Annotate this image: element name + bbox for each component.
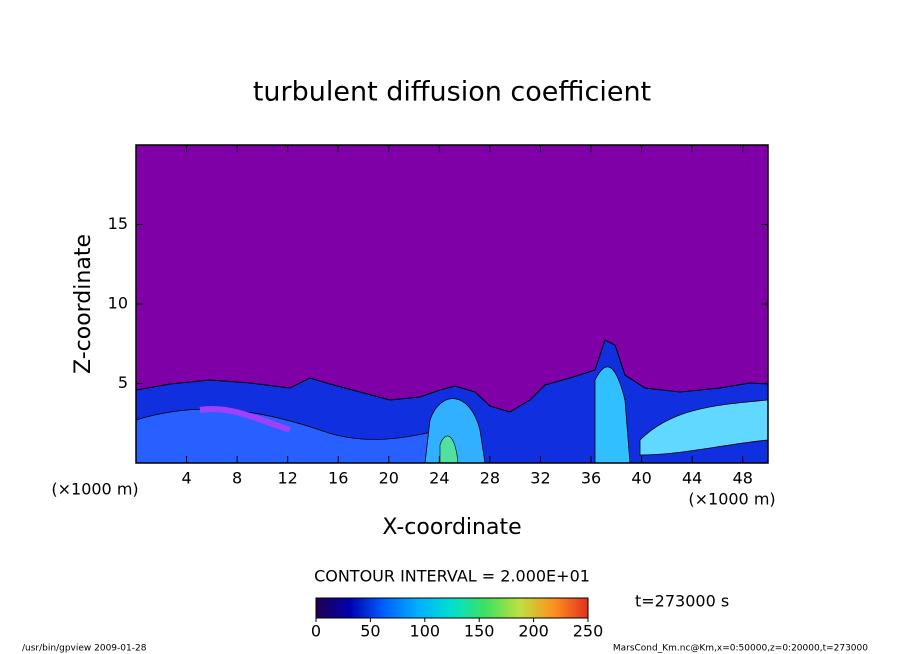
x-tick-label: 12 — [278, 469, 298, 488]
footer-left: /usr/bin/gpview 2009-01-28 — [22, 644, 147, 654]
y-tick-label: 5 — [118, 373, 128, 392]
x-tick-label: 4 — [181, 469, 191, 488]
colorbar — [315, 597, 589, 619]
colorbar-tick-label: 250 — [573, 622, 604, 641]
y-tick-label: 10 — [108, 294, 128, 313]
x-tick-label: 32 — [530, 469, 550, 488]
x-tick-label: 20 — [379, 469, 399, 488]
x-tick-label: 24 — [429, 469, 449, 488]
colorbar-tick-label: 0 — [311, 622, 321, 641]
y-axis-label: Z-coordinate — [71, 234, 96, 374]
footer-right: MarsCond_Km.nc@Km,x=0:50000,z=0:20000,t=… — [613, 644, 868, 654]
x-tick-label: 40 — [631, 469, 651, 488]
x-axis-label: X-coordinate — [382, 515, 521, 540]
colorbar-tick-label: 150 — [464, 622, 495, 641]
turbulent-layer — [136, 339, 768, 463]
contour-interval: CONTOUR INTERVAL = 2.000E+01 — [314, 567, 590, 586]
x-tick-label: 8 — [232, 469, 242, 488]
x-tick-label: 48 — [733, 469, 753, 488]
x-tick-label: 28 — [480, 469, 500, 488]
time-label: t=273000 s — [635, 592, 729, 611]
colorbar-tick-label: 50 — [360, 622, 380, 641]
x-tick-label: 44 — [682, 469, 702, 488]
colorbar-tick-label: 100 — [410, 622, 441, 641]
y-tick-label: 15 — [108, 214, 128, 233]
x-unit-right: (×1000 m) — [688, 490, 775, 509]
colorbar-tick-label: 200 — [518, 622, 549, 641]
x-tick-label: 36 — [581, 469, 601, 488]
chart-title: turbulent diffusion coefficient — [253, 77, 651, 108]
x-unit: (×1000 m) — [51, 480, 138, 499]
x-tick-label: 16 — [328, 469, 348, 488]
